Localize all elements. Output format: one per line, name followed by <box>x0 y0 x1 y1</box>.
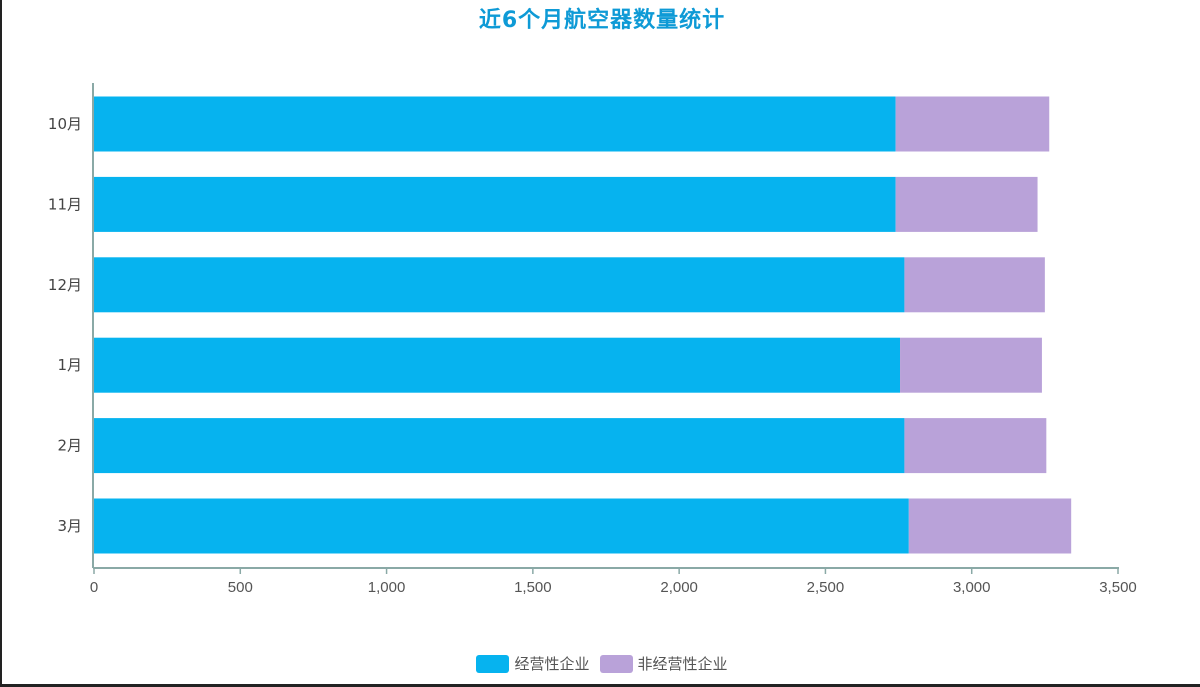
x-tick-label: 1,500 <box>514 579 552 596</box>
x-tick-label: 0 <box>90 579 98 596</box>
category-label: 11月 <box>48 195 82 213</box>
legend-item-operating[interactable]: 经营性企业 <box>476 653 590 674</box>
bar-operating-1[interactable] <box>94 176 896 232</box>
legend-label-operating: 经营性企业 <box>514 655 590 673</box>
bar-operating-4[interactable] <box>94 418 905 474</box>
bar-non-operating-4[interactable] <box>904 418 1047 474</box>
x-tick-label: 3,000 <box>953 579 991 596</box>
bar-non-operating-3[interactable] <box>900 337 1042 393</box>
bar-non-operating-2[interactable] <box>904 257 1045 313</box>
bar-chart: 0 500 1,000 1,500 2,000 2,500 3,000 3,500 10月 11… <box>48 83 1137 596</box>
legend-swatch-non-operating <box>599 654 633 673</box>
x-axis-ticks: 0 500 1,000 1,500 2,000 2,500 3,000 3,500 <box>90 568 1137 596</box>
x-tick-label: 3,500 <box>1099 579 1137 596</box>
bar-non-operating-5[interactable] <box>908 498 1072 554</box>
legend-label-non-operating: 非经营性企业 <box>637 655 728 673</box>
x-tick-label: 500 <box>228 579 253 596</box>
category-label: 3月 <box>57 517 82 535</box>
bar-operating-2[interactable] <box>94 257 905 313</box>
bar-non-operating-1[interactable] <box>895 176 1038 232</box>
bar-operating-5[interactable] <box>94 498 909 554</box>
legend: 经营性企业 非经营性企业 <box>2 653 1200 674</box>
bar-operating-0[interactable] <box>94 96 896 152</box>
chart-title: 近6个月航空器数量统计 <box>478 8 726 33</box>
category-label: 1月 <box>57 356 82 374</box>
category-label: 10月 <box>48 115 82 133</box>
y-axis-categories: 10月 11月 12月 1月 2月 3月 <box>48 115 82 535</box>
x-tick-label: 1,000 <box>368 579 406 596</box>
x-tick-label: 2,000 <box>660 579 698 596</box>
category-label: 12月 <box>48 276 82 294</box>
bar-non-operating-0[interactable] <box>895 96 1050 152</box>
x-tick-label: 2,500 <box>807 579 845 596</box>
legend-swatch-operating <box>476 654 510 673</box>
legend-item-non-operating[interactable]: 非经营性企业 <box>599 653 728 674</box>
bar-operating-3[interactable] <box>94 337 901 393</box>
bars-layer <box>94 96 1072 554</box>
category-label: 2月 <box>57 437 82 455</box>
